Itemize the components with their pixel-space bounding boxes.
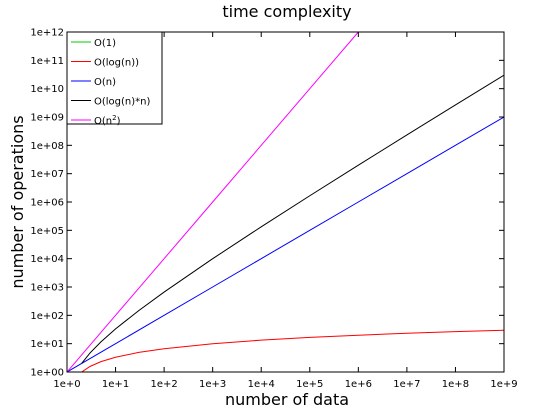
legend-label-o-1: O(1) [94, 38, 116, 49]
y-tick-label: 1e+11 [30, 56, 64, 67]
chart-title: time complexity [222, 2, 351, 21]
legend-label-o-log-n-n: O(log(n)*n) [94, 97, 150, 108]
x-ticks: 1e+0 1e+1 1e+2 1e+3 1e+4 1e+5 1e+6 1e+7 1e+8 1e+9 [53, 32, 518, 390]
series-line-o-n [67, 116, 504, 372]
legend: O(1) O(log(n)) O(n) O(log(n)*n) O(n2) [66, 31, 163, 127]
series-line-o-log-n-n [81, 74, 504, 364]
y-tick-label: 1e+10 [30, 84, 64, 95]
y-tick-label: 1e+09 [30, 113, 64, 124]
x-axis-label: number of data [225, 390, 349, 409]
y-axis-label: number of operations [8, 115, 27, 288]
y-tick-label: 1e+06 [30, 198, 64, 209]
y-ticks: 1e+00 1e+01 1e+02 1e+03 1e+04 1e+05 1e+06 1e+07… [30, 28, 504, 379]
x-tick-label: 1e+5 [296, 379, 323, 390]
y-tick-label: 1e+08 [30, 141, 64, 152]
y-tick-label: 1e+00 [30, 368, 64, 379]
y-tick-label: 1e+07 [30, 169, 64, 180]
x-tick-label: 1e+3 [199, 379, 226, 390]
y-tick-label: 1e+03 [30, 283, 64, 294]
legend-label-o-n: O(n2) [94, 114, 121, 127]
x-tick-label: 1e+6 [345, 379, 372, 390]
series-line-o-n [67, 32, 359, 372]
x-tick-label: 1e+4 [248, 379, 275, 390]
legend-label-close: ) [117, 116, 121, 127]
legend-box [66, 31, 163, 125]
x-tick-label: 1e+1 [102, 379, 129, 390]
x-tick-label: 1e+0 [53, 379, 80, 390]
y-tick-label: 1e+02 [30, 311, 64, 322]
series-layer [67, 32, 504, 372]
x-tick-label: 1e+9 [490, 379, 517, 390]
series-line-o-log-n [81, 329, 504, 372]
y-tick-label: 1e+01 [30, 339, 64, 350]
y-tick-label: 1e+12 [30, 28, 64, 39]
y-tick-label: 1e+04 [30, 254, 64, 265]
y-tick-label: 1e+05 [30, 226, 64, 237]
plot-area: 1e+0 1e+1 1e+2 1e+3 1e+4 1e+5 1e+6 1e+7 1e+8 1e+9… [30, 28, 517, 391]
legend-label-o-log-n: O(log(n)) [94, 58, 139, 69]
legend-label-o-n: O(n) [94, 77, 116, 88]
legend-label-superscript: 2 [112, 114, 116, 122]
x-tick-label: 1e+8 [442, 379, 469, 390]
x-tick-label: 1e+7 [393, 379, 420, 390]
x-tick-label: 1e+2 [150, 379, 177, 390]
